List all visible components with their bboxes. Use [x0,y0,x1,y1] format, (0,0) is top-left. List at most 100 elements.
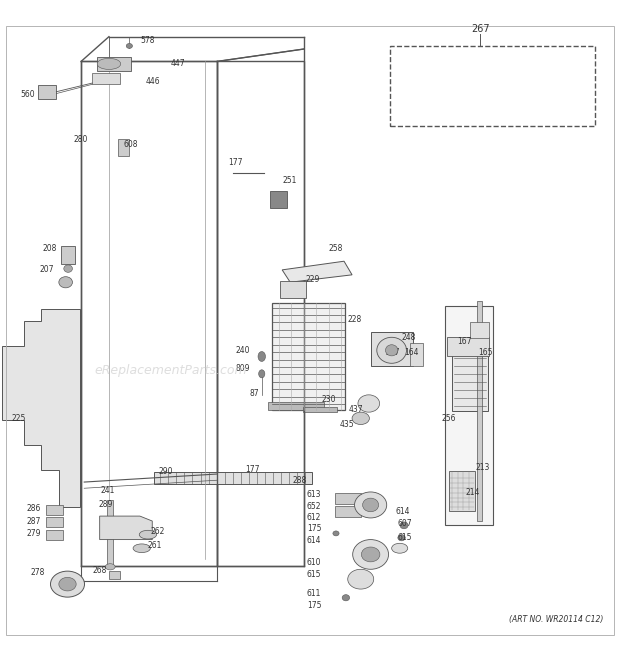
Text: 615: 615 [307,570,321,579]
Ellipse shape [363,498,379,512]
Text: 288: 288 [293,476,307,485]
Text: 177: 177 [228,158,243,167]
Bar [107,500,113,567]
Ellipse shape [64,265,73,272]
Bar [410,343,423,366]
Ellipse shape [59,277,73,288]
Text: 229: 229 [305,275,319,284]
Text: 437: 437 [348,405,363,414]
Bar [268,403,324,410]
Bar [46,518,63,527]
Polygon shape [282,261,352,282]
Text: 87: 87 [249,389,259,398]
Bar [303,407,337,412]
Ellipse shape [355,492,387,518]
Bar [449,471,475,511]
Text: 279: 279 [27,529,41,538]
Bar [118,139,130,156]
Text: 208: 208 [43,245,57,253]
Text: 447: 447 [171,59,185,68]
Ellipse shape [377,337,407,364]
Bar [38,85,56,98]
Text: 177: 177 [245,465,260,474]
Ellipse shape [361,547,380,562]
Text: 258: 258 [329,245,343,253]
Bar [46,529,63,539]
Bar [371,332,413,366]
Ellipse shape [259,369,265,378]
Bar [270,190,287,208]
Bar [61,247,75,264]
Bar [445,306,493,525]
Text: 613: 613 [307,490,321,499]
Text: 240: 240 [236,346,250,355]
Text: (ART NO. WR20114 C12): (ART NO. WR20114 C12) [510,615,604,625]
Text: eReplacementParts.com: eReplacementParts.com [94,364,247,377]
Ellipse shape [97,58,121,69]
Ellipse shape [386,345,398,356]
Text: 165: 165 [478,348,493,357]
Text: 578: 578 [140,36,154,46]
Text: 608: 608 [123,140,138,149]
Bar [391,46,595,126]
Text: 435: 435 [340,420,354,429]
Text: 289: 289 [99,500,113,510]
Text: 228: 228 [347,315,361,324]
Text: 175: 175 [307,524,321,533]
Bar [92,73,120,85]
Text: 207: 207 [39,265,53,274]
Polygon shape [2,309,80,507]
Ellipse shape [333,531,339,536]
Text: 614: 614 [307,536,321,545]
Text: 164: 164 [404,348,418,357]
Text: 267: 267 [471,24,490,34]
Bar [280,281,306,298]
Text: 248: 248 [402,333,416,342]
Bar [448,336,489,356]
Text: 225: 225 [12,414,26,423]
Polygon shape [100,516,153,539]
Bar [46,505,63,515]
Text: 280: 280 [74,136,88,145]
Text: 213: 213 [476,463,490,473]
Text: 262: 262 [151,527,165,536]
Bar [477,301,482,521]
Text: 241: 241 [101,486,115,494]
Text: 446: 446 [146,77,161,87]
Text: 278: 278 [30,568,45,578]
Text: 287: 287 [27,516,41,525]
Bar [335,506,361,517]
Text: 175: 175 [307,602,321,610]
Ellipse shape [258,352,265,362]
Text: 251: 251 [282,176,296,185]
Text: 167: 167 [457,337,472,346]
Ellipse shape [126,44,133,48]
Ellipse shape [358,395,379,412]
Text: 560: 560 [20,90,35,98]
Bar [217,61,304,566]
Text: 247: 247 [386,348,400,357]
Bar [469,323,489,338]
Text: 268: 268 [92,566,107,575]
Text: 261: 261 [148,541,162,550]
Text: 610: 610 [307,558,321,567]
Bar [272,303,345,410]
Ellipse shape [392,543,408,553]
Ellipse shape [400,522,408,529]
Ellipse shape [105,564,115,570]
Text: #243: #243 [497,94,521,102]
Ellipse shape [398,535,405,541]
Bar [109,570,120,579]
Ellipse shape [50,571,84,597]
Bar [452,344,488,411]
Bar [97,57,131,71]
Text: 286: 286 [27,504,41,513]
Text: 611: 611 [307,589,321,598]
Ellipse shape [348,569,374,589]
Ellipse shape [352,412,370,424]
Bar [154,471,312,484]
Ellipse shape [353,539,389,569]
Text: 615: 615 [398,533,412,542]
Text: #240: #240 [497,75,521,84]
Text: 809: 809 [236,364,250,373]
